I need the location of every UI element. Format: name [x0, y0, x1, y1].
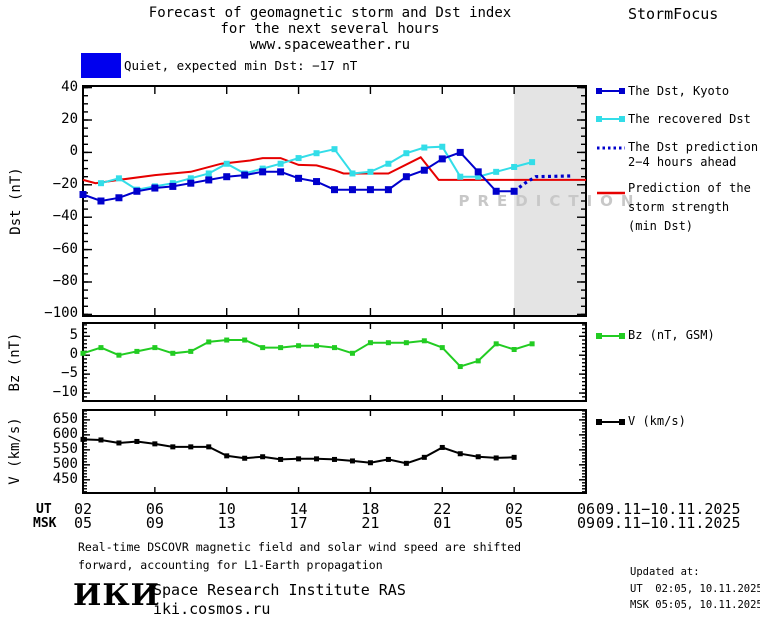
updated-ut: UT 02:05, 10.11.2025 — [630, 583, 760, 595]
x-tick-label-ut: 14 — [289, 500, 308, 518]
axis-title-v: V (km/s) — [7, 417, 23, 485]
y-tick-label: −100 — [44, 305, 78, 322]
legend-marker-3 — [597, 191, 625, 195]
legend-label-dst-prediction-2: 2−4 hours ahead — [628, 155, 737, 169]
xaxis-row-msk-label: MSK — [33, 516, 57, 531]
x-tick-label-ut: 02 — [505, 500, 524, 518]
y-tick-label: −80 — [52, 272, 78, 289]
iki-logo: ИКИ — [73, 578, 160, 613]
legend-label-storm-strength-3: (min Dst) — [628, 219, 694, 233]
series-bz-gsm — [82, 339, 533, 368]
page-subtitle: for the next several hours — [220, 21, 440, 37]
storm-level-swatch — [81, 53, 121, 78]
brand-stormfocus: StormFocus — [628, 5, 719, 23]
axis-title-dst: Dst (nT) — [8, 167, 24, 235]
x-tick-label-msk: 09 — [145, 514, 164, 532]
y-tick-label: −5 — [61, 365, 78, 382]
y-tick-label: 0 — [69, 143, 78, 160]
legend-label-recovered-dst: The recovered Dst — [628, 112, 751, 126]
legend-label-storm-strength-2: storm strength — [628, 200, 730, 214]
y-tick-label: 450 — [52, 470, 78, 487]
series-dst-prediction — [513, 174, 574, 193]
x-tick-label-ut: 22 — [433, 500, 452, 518]
prediction-band-label: PREDICTION — [458, 192, 642, 210]
x-tick-label-ut: 06 — [145, 500, 164, 518]
x-tick-label-ut: 10 — [217, 500, 236, 518]
x-tick-label-msk: 17 — [289, 514, 308, 532]
panel-frame — [82, 322, 587, 402]
y-tick-label: 550 — [52, 440, 78, 457]
x-tick-label-msk: 13 — [217, 514, 236, 532]
legend-marker-2 — [597, 146, 625, 150]
series-solar-wind-speed-markers — [80, 436, 517, 466]
page-title: Forecast of geomagnetic storm and Dst in… — [148, 5, 512, 21]
legend-label-dst-kyoto: The Dst, Kyoto — [628, 84, 730, 98]
x-tick-label-ut: 18 — [361, 500, 380, 518]
updated-label: Updated at: — [630, 566, 700, 578]
x-tick-label-ut: 02 — [73, 500, 93, 518]
institute-site: iki.cosmos.ru — [153, 600, 271, 618]
x-tick-label-msk: 09 — [576, 514, 596, 532]
x-tick-label-msk: 21 — [361, 514, 380, 532]
x-tick-label-msk: 01 — [433, 514, 452, 532]
x-tick-label-msk: 05 — [73, 514, 93, 532]
x-tick-label-ut: 06 — [576, 500, 596, 518]
y-tick-label: −40 — [52, 208, 78, 225]
y-tick-label: −10 — [52, 384, 78, 401]
xaxis-row-ut-label: UT — [36, 502, 52, 517]
date-range-msk: 09.11−10.11.2025 — [596, 514, 741, 532]
legend-label-v: V (km/s) — [628, 414, 686, 428]
institute-name: Space Research Institute RAS — [153, 581, 406, 599]
storm-level-text: Quiet, expected min Dst: −17 nT — [124, 58, 358, 73]
axis-title-bz: Bz (nT) — [7, 332, 23, 392]
legend-marker-0 — [596, 88, 625, 94]
legend-marker-1 — [596, 116, 625, 122]
legend-label-bz: Bz (nT, GSM) — [628, 328, 715, 342]
x-tick-label-msk: 05 — [505, 514, 524, 532]
date-range-ut: 09.11−10.11.2025 — [596, 500, 741, 518]
y-tick-label: −60 — [52, 240, 78, 257]
y-tick-label: 500 — [52, 455, 78, 472]
footnote-line-2: forward, accounting for L1-Earth propaga… — [78, 558, 383, 572]
panel-frame — [82, 409, 587, 494]
y-tick-label: 0 — [69, 346, 78, 363]
series-dst-kyoto-markers — [79, 148, 518, 205]
y-tick-label: −20 — [52, 175, 78, 192]
legend-marker-v — [596, 419, 625, 425]
legend-marker-bz — [596, 333, 625, 339]
legend-label-dst-prediction-1: The Dst prediction — [628, 140, 759, 154]
y-tick-label: 40 — [61, 78, 78, 95]
site-url: www.spaceweather.ru — [249, 37, 411, 53]
y-tick-label: 20 — [61, 111, 78, 127]
updated-msk: MSK 05:05, 10.11.2025 — [630, 599, 760, 611]
footnote-line-1: Real-time DSCOVR magnetic field and sola… — [78, 540, 522, 554]
y-tick-label: 600 — [52, 425, 78, 442]
panel-frame — [82, 85, 587, 317]
y-tick-label: 5 — [69, 327, 78, 344]
legend-label-storm-strength-1: Prediction of the — [628, 181, 751, 195]
y-tick-label: 650 — [52, 410, 78, 427]
series-bz-gsm-markers — [80, 337, 535, 370]
prediction-band — [514, 87, 585, 315]
series-storm-strength — [82, 156, 586, 185]
